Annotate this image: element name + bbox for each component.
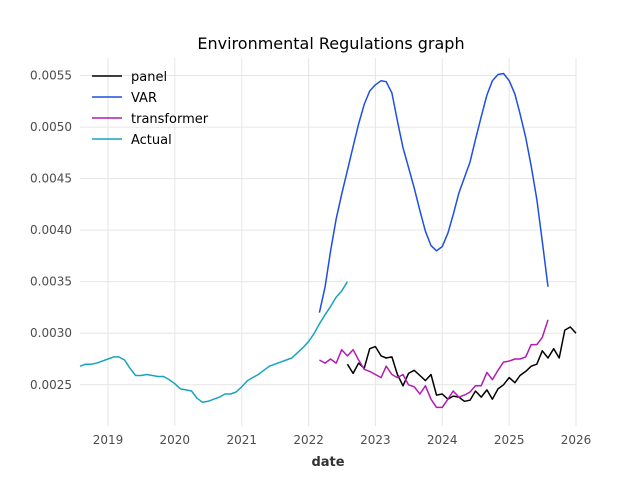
- legend: panel VAR transformer Actual: [92, 70, 209, 148]
- y-tick-label: 0.0055: [30, 69, 72, 83]
- series-line-actual: [79, 281, 349, 404]
- series-lines: [79, 72, 577, 409]
- y-tick-label: 0.0040: [30, 223, 72, 237]
- legend-label: transformer: [131, 112, 209, 127]
- x-tick-label: 2025: [494, 433, 525, 447]
- y-tick-label: 0.0030: [30, 326, 72, 340]
- legend-label: VAR: [131, 91, 157, 106]
- y-tick-label: 0.0025: [30, 378, 72, 392]
- x-tick-label: 2021: [227, 433, 258, 447]
- chart-title: Environmental Regulations graph: [197, 34, 464, 53]
- y-axis-ticks: 0.0025 0.0030 0.0035 0.0040 0.0045 0.0050 0.00…: [30, 69, 72, 392]
- y-tick-label: 0.0035: [30, 275, 72, 289]
- x-tick-label: 2024: [427, 433, 458, 447]
- x-tick-label: 2022: [293, 433, 324, 447]
- y-tick-label: 0.0050: [30, 120, 72, 134]
- series-line-var: [318, 72, 549, 313]
- legend-label: Actual: [131, 133, 172, 148]
- grid: [80, 58, 577, 426]
- x-tick-label: 2019: [93, 433, 124, 447]
- x-tick-label: 2023: [360, 433, 391, 447]
- x-tick-label: 2026: [561, 433, 592, 447]
- x-tick-label: 2020: [160, 433, 191, 447]
- legend-label: panel: [131, 70, 167, 85]
- series-line-transformer: [319, 319, 549, 409]
- x-axis-ticks: 2019 2020 2021 2022 2023 2024 2025 2026: [93, 433, 592, 447]
- y-tick-label: 0.0045: [30, 172, 72, 186]
- series-line-panel: [346, 326, 577, 403]
- x-axis-label: date: [311, 455, 344, 470]
